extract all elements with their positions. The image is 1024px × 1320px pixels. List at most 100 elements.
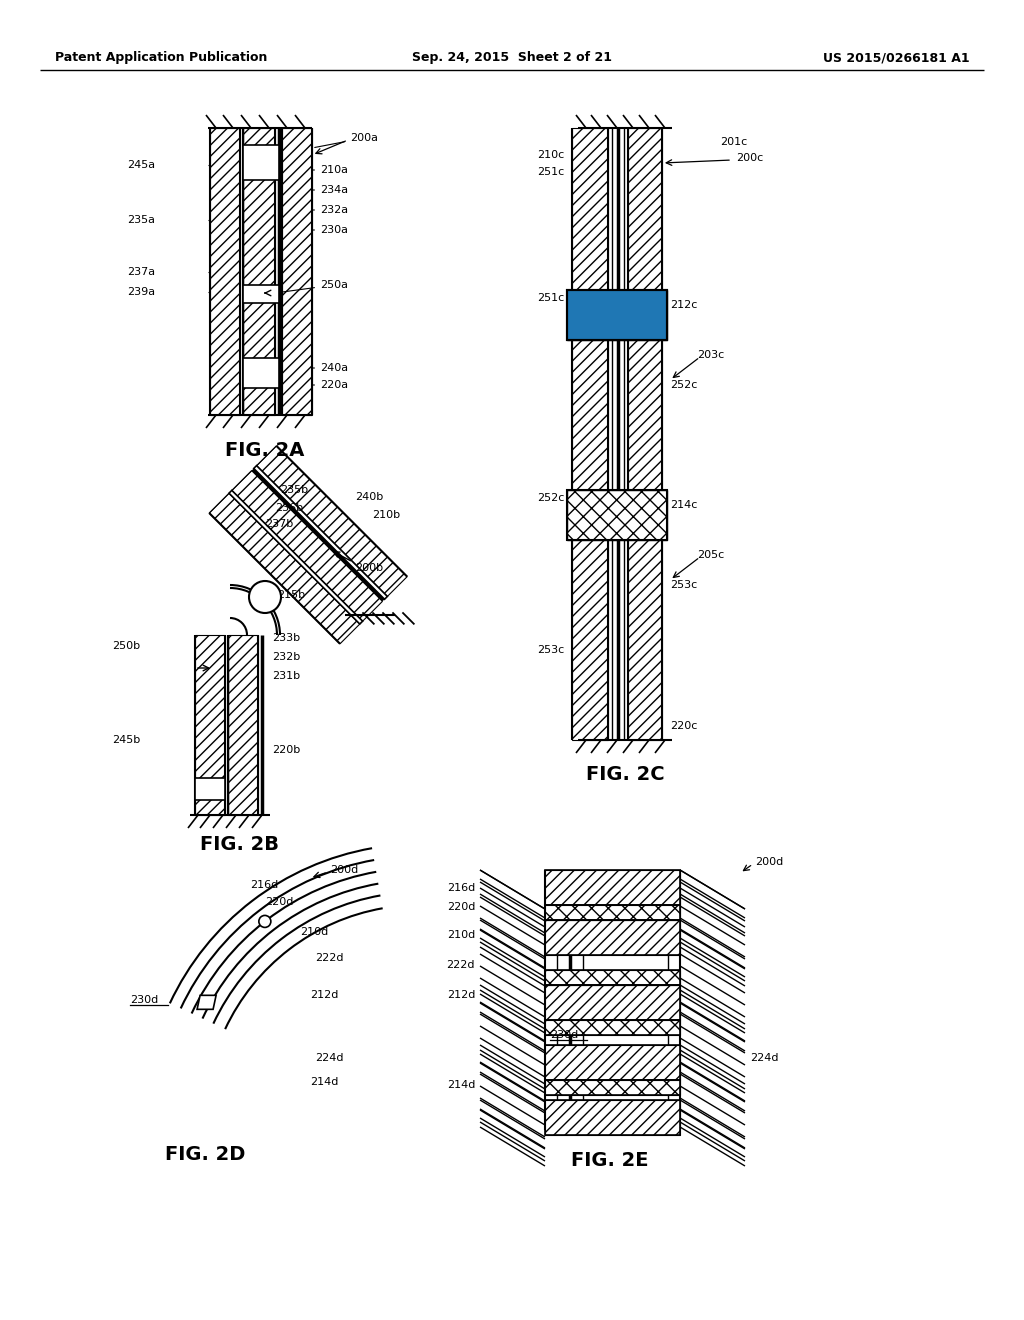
- Text: 252c: 252c: [670, 380, 697, 389]
- Text: 250a: 250a: [278, 280, 348, 293]
- Polygon shape: [197, 995, 216, 1010]
- Text: 236b: 236b: [275, 503, 303, 513]
- Bar: [545, 1100, 680, 1135]
- Text: 251c: 251c: [537, 168, 564, 177]
- Polygon shape: [229, 490, 362, 624]
- Polygon shape: [254, 466, 387, 599]
- Text: 235b: 235b: [280, 484, 308, 495]
- Text: 222d: 222d: [315, 953, 343, 964]
- Bar: [282, 128, 312, 414]
- Bar: [545, 1045, 680, 1080]
- Text: 201c: 201c: [720, 137, 748, 147]
- Text: 237b: 237b: [265, 519, 293, 529]
- Text: 214c: 214c: [670, 500, 697, 510]
- Text: 234a: 234a: [312, 185, 348, 195]
- Text: 216d: 216d: [250, 880, 279, 890]
- Text: 220a: 220a: [312, 380, 348, 389]
- Text: 230d: 230d: [550, 1030, 579, 1040]
- Text: 233b: 233b: [272, 634, 300, 643]
- Text: FIG. 2B: FIG. 2B: [201, 836, 280, 854]
- Bar: [545, 970, 680, 985]
- Text: 210b: 210b: [372, 510, 400, 520]
- Text: 212d: 212d: [310, 990, 338, 1001]
- Text: 224d: 224d: [315, 1053, 343, 1063]
- Bar: [243, 145, 279, 180]
- Text: 253c: 253c: [670, 579, 697, 590]
- Text: 200d: 200d: [330, 865, 358, 875]
- Bar: [195, 635, 225, 814]
- Text: 205c: 205c: [697, 550, 724, 560]
- Bar: [545, 1020, 680, 1035]
- Bar: [545, 870, 680, 906]
- Polygon shape: [231, 470, 382, 622]
- Text: 216d: 216d: [446, 883, 475, 894]
- Bar: [545, 1080, 680, 1096]
- Text: 235a: 235a: [127, 215, 155, 224]
- Bar: [243, 128, 275, 414]
- Text: 200a: 200a: [314, 133, 378, 148]
- Bar: [572, 128, 608, 741]
- Bar: [228, 635, 258, 814]
- Text: Patent Application Publication: Patent Application Publication: [55, 51, 267, 65]
- Circle shape: [249, 581, 281, 612]
- Bar: [545, 1045, 680, 1080]
- Text: 203c: 203c: [697, 350, 724, 360]
- Bar: [567, 290, 667, 341]
- Text: 250b: 250b: [112, 642, 140, 651]
- Text: 214d: 214d: [446, 1080, 475, 1090]
- Text: Sep. 24, 2015  Sheet 2 of 21: Sep. 24, 2015 Sheet 2 of 21: [412, 51, 612, 65]
- Text: 210c: 210c: [537, 150, 564, 160]
- Text: 220d: 220d: [265, 898, 293, 907]
- Bar: [243, 285, 279, 304]
- Bar: [545, 1080, 680, 1096]
- Text: FIG. 2E: FIG. 2E: [571, 1151, 649, 1170]
- Text: 212d: 212d: [446, 990, 475, 1001]
- Bar: [567, 290, 667, 341]
- Text: US 2015/0266181 A1: US 2015/0266181 A1: [823, 51, 970, 65]
- Polygon shape: [252, 469, 385, 602]
- Bar: [567, 490, 667, 540]
- Text: 230d: 230d: [130, 995, 159, 1005]
- Text: 240b: 240b: [355, 492, 383, 502]
- Text: 239a: 239a: [127, 286, 155, 297]
- Bar: [545, 870, 680, 906]
- Text: 210d: 210d: [446, 931, 475, 940]
- Text: 230a: 230a: [312, 224, 348, 235]
- Bar: [567, 490, 667, 540]
- Bar: [545, 920, 680, 954]
- Text: 200b: 200b: [355, 564, 383, 573]
- Text: 212c: 212c: [670, 300, 697, 310]
- Text: 231b: 231b: [272, 671, 300, 681]
- Text: 253c: 253c: [537, 645, 564, 655]
- Bar: [243, 358, 279, 388]
- Text: 222d: 222d: [446, 960, 475, 970]
- Circle shape: [259, 916, 271, 928]
- Bar: [628, 128, 662, 741]
- Bar: [545, 920, 680, 954]
- Bar: [545, 1100, 680, 1135]
- Bar: [545, 970, 680, 985]
- Text: 245a: 245a: [127, 160, 155, 170]
- Polygon shape: [257, 446, 408, 597]
- Bar: [545, 906, 680, 920]
- Bar: [195, 777, 225, 800]
- Text: 200d: 200d: [755, 857, 783, 867]
- Text: 214d: 214d: [310, 1077, 338, 1086]
- Text: 200c: 200c: [736, 153, 763, 162]
- Text: FIG. 2D: FIG. 2D: [165, 1146, 245, 1164]
- Text: FIG. 2A: FIG. 2A: [225, 441, 305, 459]
- Bar: [545, 985, 680, 1020]
- Text: 251c: 251c: [537, 293, 564, 304]
- Text: 215b: 215b: [278, 590, 305, 601]
- Bar: [545, 1020, 680, 1035]
- Text: 232b: 232b: [272, 652, 300, 663]
- Bar: [210, 128, 240, 414]
- Text: 245b: 245b: [112, 735, 140, 744]
- Text: 232a: 232a: [312, 205, 348, 215]
- Bar: [545, 906, 680, 920]
- Text: FIG. 2C: FIG. 2C: [586, 766, 665, 784]
- Text: 252c: 252c: [537, 492, 564, 503]
- Text: 237a: 237a: [127, 267, 155, 277]
- Text: 220c: 220c: [670, 721, 697, 731]
- Bar: [545, 985, 680, 1020]
